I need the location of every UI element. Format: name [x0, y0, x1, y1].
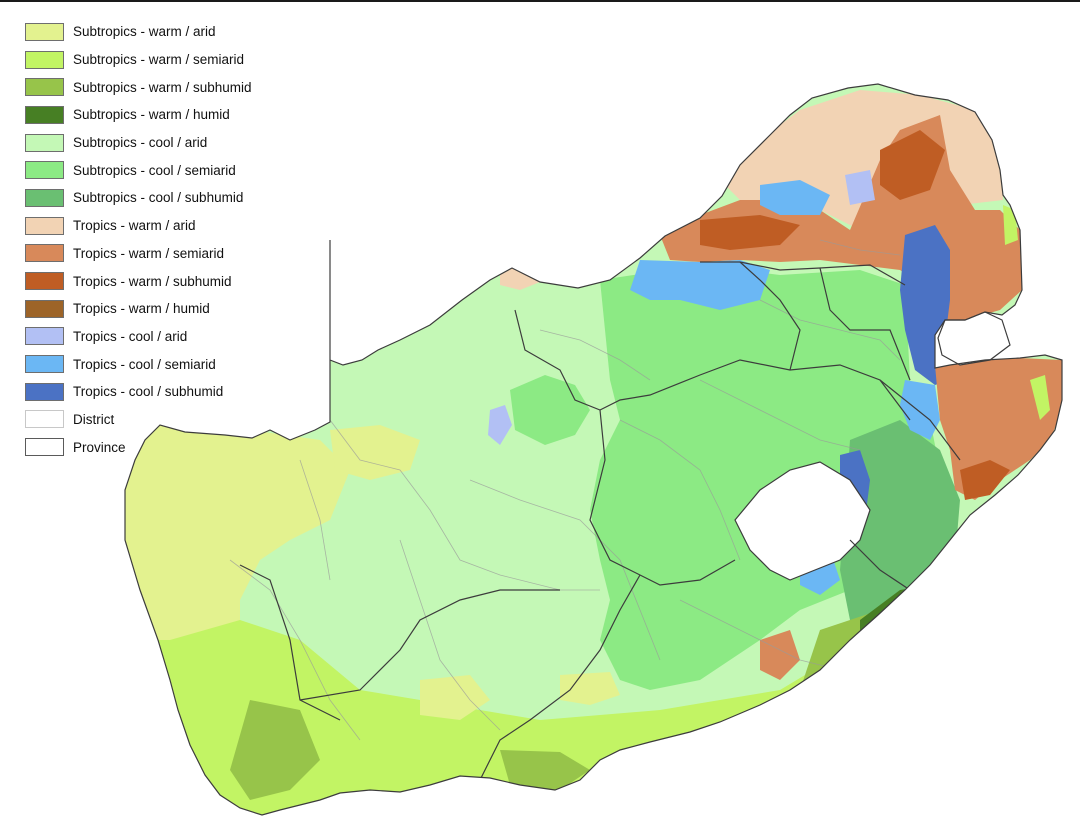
- map-legend: Subtropics - warm / arid Subtropics - wa…: [25, 18, 325, 461]
- legend-item-province: Province: [25, 433, 325, 461]
- legend-item-subtropics-cool-subhumid: Subtropics - cool / subhumid: [25, 184, 325, 212]
- legend-swatch: [25, 327, 64, 346]
- legend-swatch: [25, 244, 64, 263]
- legend-item-subtropics-cool-arid: Subtropics - cool / arid: [25, 129, 325, 157]
- legend-label: Tropics - cool / semiarid: [73, 356, 216, 372]
- legend-item-tropics-warm-humid: Tropics - warm / humid: [25, 295, 325, 323]
- top-border: [0, 0, 1080, 2]
- legend-swatch: [25, 188, 64, 207]
- legend-label: Tropics - warm / humid: [73, 301, 210, 317]
- legend-label: Subtropics - warm / arid: [73, 24, 216, 40]
- legend-swatch: [25, 133, 64, 152]
- legend-swatch: [25, 410, 64, 429]
- legend-label: Tropics - cool / arid: [73, 328, 188, 344]
- legend-label: Tropics - warm / subhumid: [73, 273, 232, 289]
- legend-item-tropics-warm-arid: Tropics - warm / arid: [25, 212, 325, 240]
- legend-label: Tropics - warm / semiarid: [73, 245, 225, 261]
- legend-label: District: [73, 411, 115, 427]
- legend-swatch: [25, 355, 64, 374]
- legend-swatch: [25, 299, 64, 318]
- legend-label: Subtropics - cool / subhumid: [73, 190, 244, 206]
- legend-item-district: District: [25, 406, 325, 434]
- legend-swatch: [25, 216, 64, 235]
- legend-item-subtropics-cool-semiarid: Subtropics - cool / semiarid: [25, 156, 325, 184]
- legend-item-tropics-cool-subhumid: Tropics - cool / subhumid: [25, 378, 325, 406]
- legend-label: Subtropics - warm / semiarid: [73, 52, 245, 68]
- legend-label: Subtropics - warm / subhumid: [73, 79, 252, 95]
- legend-label: Subtropics - warm / humid: [73, 107, 230, 123]
- legend-item-tropics-warm-semiarid: Tropics - warm / semiarid: [25, 240, 325, 268]
- legend-swatch: [25, 78, 64, 97]
- legend-item-subtropics-warm-arid: Subtropics - warm / arid: [25, 18, 325, 46]
- legend-label: Province: [73, 439, 126, 455]
- legend-label: Subtropics - cool / arid: [73, 135, 208, 151]
- legend-swatch: [25, 272, 64, 291]
- legend-swatch: [25, 438, 64, 457]
- legend-label: Tropics - warm / arid: [73, 218, 196, 234]
- legend-swatch: [25, 105, 64, 124]
- legend-swatch: [25, 161, 64, 180]
- legend-label: Subtropics - cool / semiarid: [73, 162, 236, 178]
- legend-swatch: [25, 382, 64, 401]
- legend-swatch: [25, 50, 64, 69]
- legend-swatch: [25, 22, 64, 41]
- legend-label: Tropics - cool / subhumid: [73, 384, 224, 400]
- legend-item-tropics-cool-semiarid: Tropics - cool / semiarid: [25, 350, 325, 378]
- legend-item-tropics-warm-subhumid: Tropics - warm / subhumid: [25, 267, 325, 295]
- legend-item-tropics-cool-arid: Tropics - cool / arid: [25, 323, 325, 351]
- legend-item-subtropics-warm-humid: Subtropics - warm / humid: [25, 101, 325, 129]
- legend-item-subtropics-warm-subhumid: Subtropics - warm / subhumid: [25, 73, 325, 101]
- legend-item-subtropics-warm-semiarid: Subtropics - warm / semiarid: [25, 46, 325, 74]
